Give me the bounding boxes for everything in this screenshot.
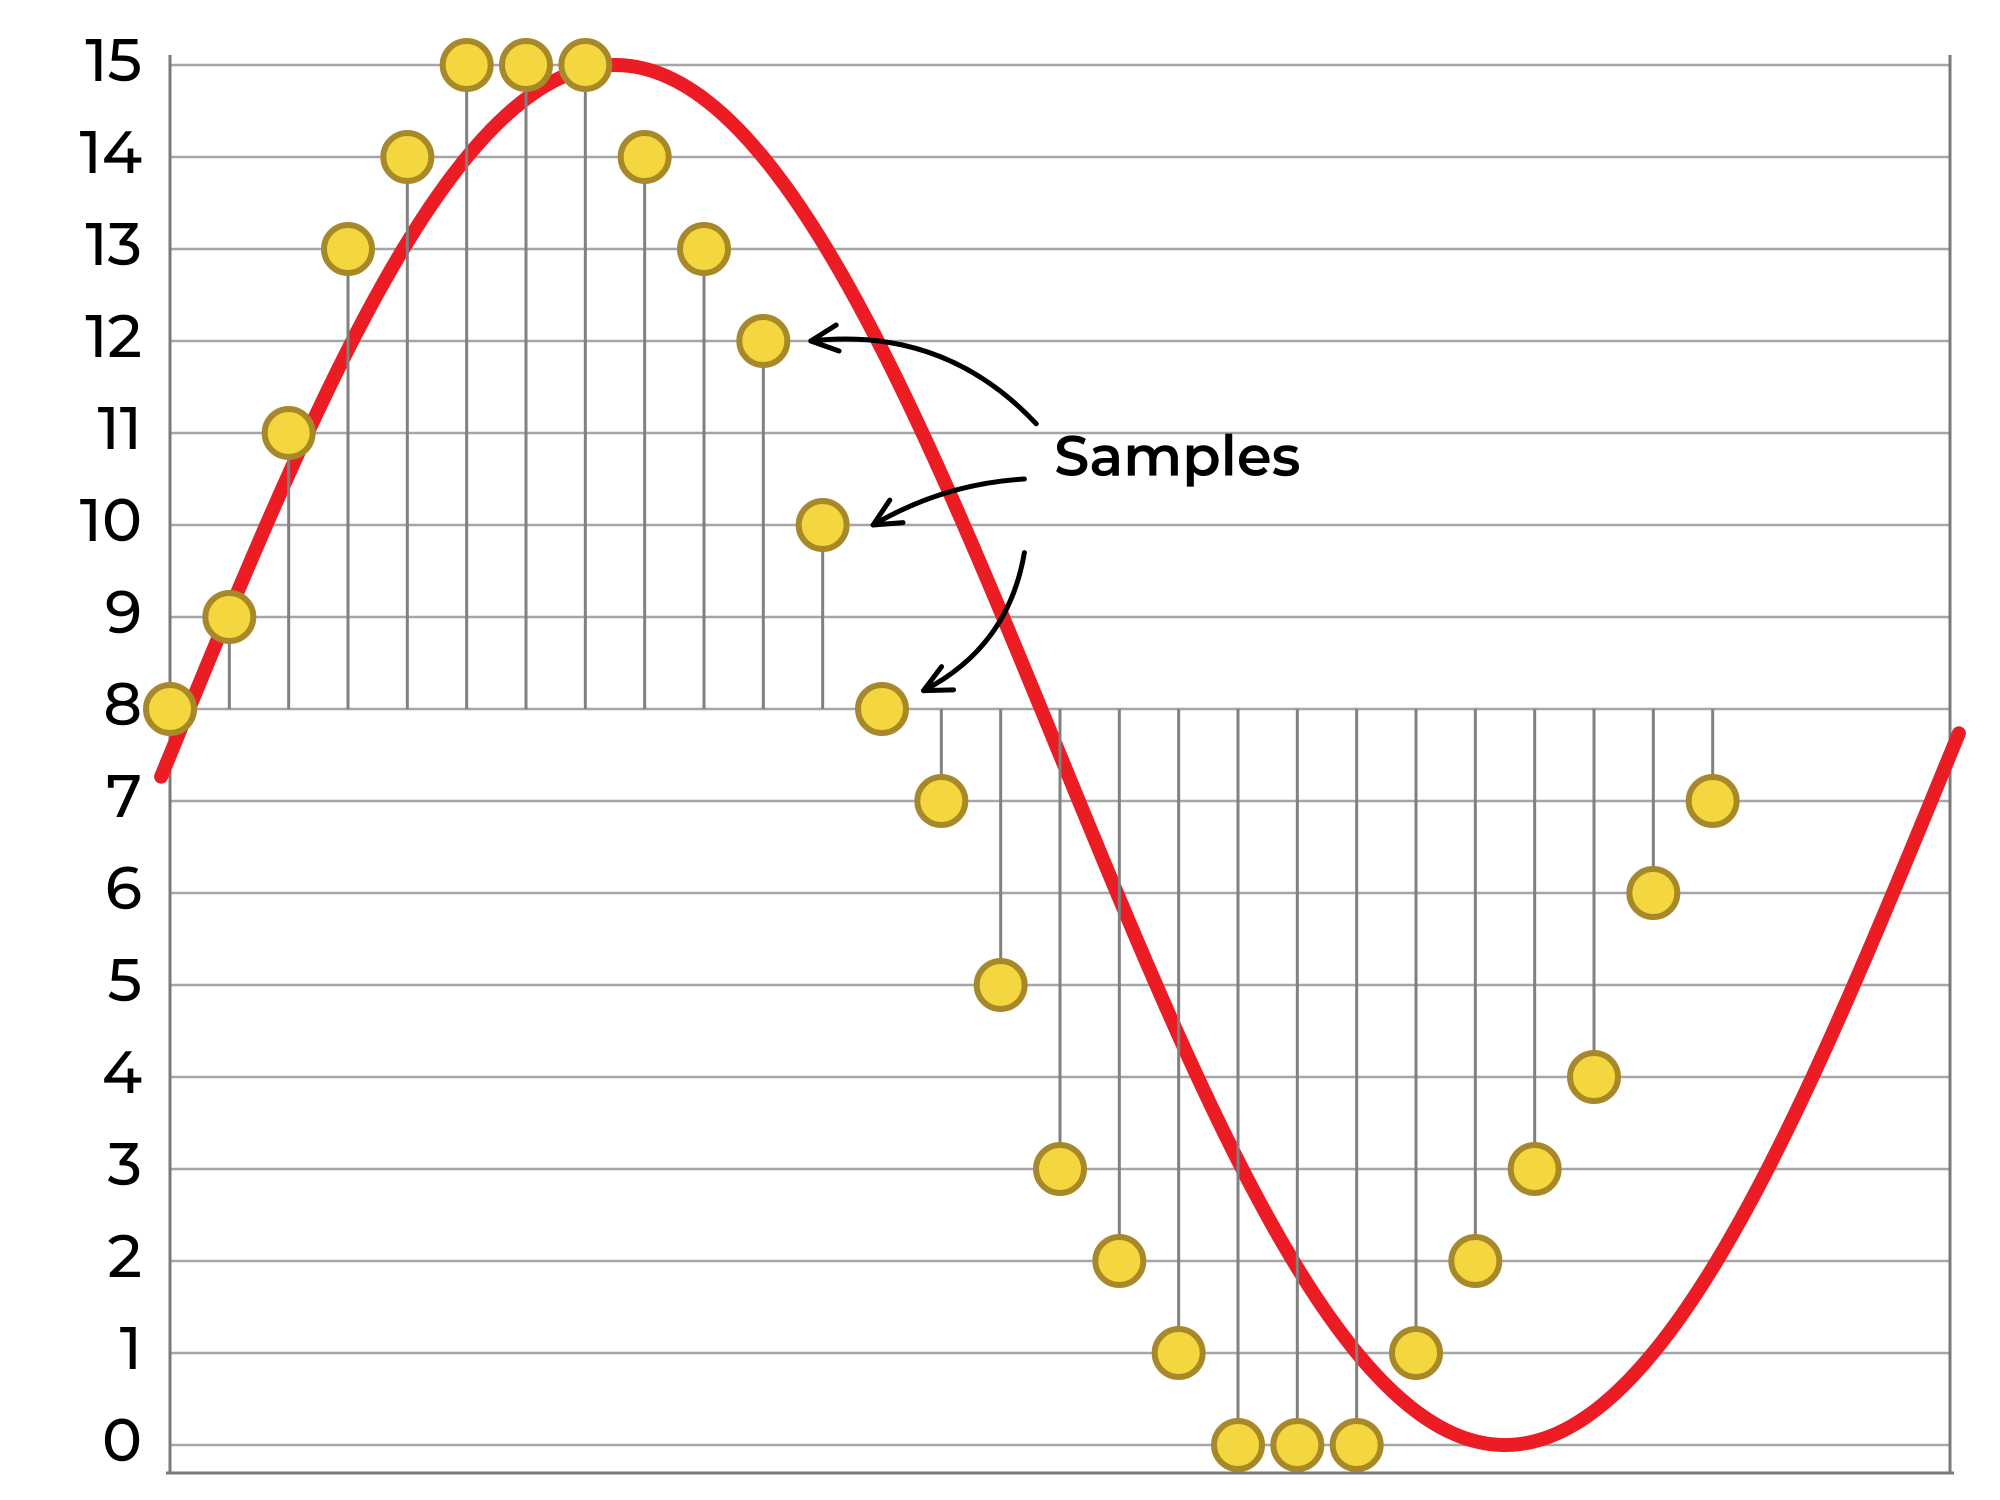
y-tick-label: 15	[85, 24, 142, 97]
sample-marker	[324, 225, 372, 273]
sample-marker	[1214, 1421, 1262, 1469]
sample-marker	[680, 225, 728, 273]
sample-marker	[917, 777, 965, 825]
sample-marker	[1036, 1145, 1084, 1193]
sample-marker	[1689, 777, 1737, 825]
annotation-label: Samples	[1054, 423, 1300, 491]
y-tick-label: 2	[108, 1220, 142, 1293]
sampling-chart: 0123456789101112131415Samples	[0, 0, 2000, 1500]
sample-marker	[1451, 1237, 1499, 1285]
sample-marker	[621, 133, 669, 181]
y-tick-label: 14	[80, 116, 142, 189]
sample-marker	[502, 41, 550, 89]
y-tick-label: 12	[85, 300, 142, 373]
y-tick-label: 4	[102, 1036, 142, 1109]
sample-marker	[443, 41, 491, 89]
sample-marker	[977, 961, 1025, 1009]
sample-marker	[1570, 1053, 1618, 1101]
sample-marker	[739, 317, 787, 365]
y-tick-label: 9	[105, 576, 142, 649]
sample-marker	[1273, 1421, 1321, 1469]
sample-marker	[205, 593, 253, 641]
sample-marker	[1095, 1237, 1143, 1285]
y-tick-label: 0	[102, 1404, 142, 1477]
sample-marker	[265, 409, 313, 457]
y-tick-label: 1	[120, 1312, 142, 1385]
sample-marker	[1629, 869, 1677, 917]
chart-svg: 0123456789101112131415Samples	[0, 0, 2000, 1500]
y-tick-label: 5	[108, 944, 142, 1017]
y-tick-label: 6	[105, 852, 142, 925]
y-tick-label: 3	[108, 1128, 142, 1201]
sample-marker	[799, 501, 847, 549]
sample-marker	[383, 133, 431, 181]
y-tick-label: 10	[80, 484, 142, 557]
y-tick-label: 11	[98, 392, 142, 465]
sample-marker	[146, 685, 194, 733]
sample-marker	[858, 685, 906, 733]
sample-marker	[1511, 1145, 1559, 1193]
sample-marker	[1333, 1421, 1381, 1469]
sample-marker	[561, 41, 609, 89]
y-tick-label: 13	[85, 208, 142, 281]
y-tick-label: 7	[106, 760, 142, 833]
y-tick-label: 8	[103, 668, 142, 741]
sample-marker	[1155, 1329, 1203, 1377]
sample-marker	[1392, 1329, 1440, 1377]
